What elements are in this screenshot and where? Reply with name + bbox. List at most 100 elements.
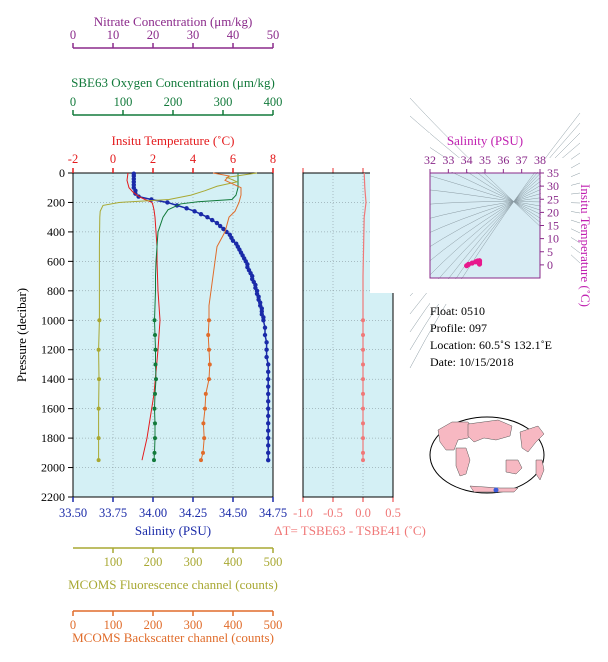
ts-data-point [475, 258, 481, 264]
salinity-data-point [192, 209, 197, 214]
map-landmass [519, 425, 545, 453]
salinity-tick-label: 34.50 [219, 506, 247, 520]
nitrate-tick-label: 40 [227, 28, 240, 42]
ts-x-tick-label: 36 [497, 153, 509, 167]
ts-x-axis-label: Salinity (PSU) [447, 133, 523, 148]
backscatter-data-point [207, 347, 211, 352]
salinity-data-point [264, 354, 269, 360]
salinity-tick-label: 33.75 [99, 506, 127, 520]
salinity-data-point [205, 214, 210, 220]
backscatter-tick-label: 300 [184, 618, 203, 632]
backscatter-data-point [202, 436, 207, 441]
delta-plot-frame [302, 172, 394, 498]
salinity-data-point [266, 421, 271, 426]
main-plot-frame [72, 172, 274, 498]
fluorescence-tick-label: 100 [104, 555, 123, 569]
salinity-data-point [266, 435, 271, 441]
delta-data-point [361, 333, 365, 337]
ts-y-tick-label: 15 [547, 219, 559, 233]
temperature-tick-label: 6 [230, 152, 236, 166]
oxygen-data-point [153, 347, 158, 352]
nitrate-tick-label: 30 [187, 28, 200, 42]
fluorescence-data-point [96, 406, 101, 411]
map-landmass [535, 459, 545, 481]
ts-contour [409, 112, 581, 369]
ts-y-tick-label: 5 [547, 245, 553, 259]
fluorescence-data-point [96, 458, 101, 463]
oxygen-data-point [152, 458, 156, 463]
ts-y-tick-label: 10 [547, 232, 559, 246]
pressure-tick-label: 200 [47, 195, 65, 209]
pressure-tick-label: 2000 [41, 461, 65, 475]
pressure-tick-label: 600 [47, 254, 65, 268]
ts-mask-left [370, 133, 430, 293]
salinity-tick-label: 33.50 [59, 506, 87, 520]
ts-contour [409, 122, 581, 351]
salinity-data-point [264, 340, 269, 345]
delta-data-point [361, 362, 365, 367]
oxygen-data-point [153, 333, 157, 337]
oxygen-data-point [154, 377, 158, 382]
pressure-tick-label: 1400 [41, 372, 65, 386]
salinity-data-point [262, 325, 268, 330]
date: Date: 10/15/2018 [430, 355, 514, 369]
ts-x-tick-label: 34 [461, 153, 473, 167]
fluorescence-tick-label: 400 [224, 555, 243, 569]
backscatter-data-point [203, 391, 208, 396]
delta-data-point [361, 436, 365, 441]
salinity-data-point [266, 391, 271, 397]
salinity-data-point [210, 217, 215, 223]
salinity-data-point [214, 220, 220, 226]
salinity-data-point [266, 457, 271, 463]
delta-data-point [361, 458, 365, 463]
temperature-tick-label: 0 [110, 152, 116, 166]
location: Location: 60.5˚S 132.1˚E [430, 338, 552, 352]
salinity-data-point [262, 332, 268, 338]
fluorescence-data-point [96, 347, 101, 352]
ts-x-tick-label: 38 [534, 153, 546, 167]
backscatter-tick-label: 0 [70, 618, 76, 632]
ts-x-tick-label: 37 [516, 153, 528, 167]
temperature-tick-label: 8 [270, 152, 276, 166]
fluorescence-data-point [97, 318, 102, 323]
ts-y-tick-label: 30 [547, 179, 559, 193]
backscatter-data-point [207, 377, 211, 382]
backscatter-data-point [207, 362, 212, 367]
salinity-data-point [230, 238, 236, 243]
map-landmass [505, 459, 523, 475]
nitrate-tick-label: 50 [267, 28, 280, 42]
backscatter-data-point [201, 450, 205, 455]
nitrate-tick-label: 0 [70, 28, 76, 42]
temperature-tick-label: 4 [190, 152, 197, 166]
ts-y-axis-label: Insitu Temperature (˚C) [578, 184, 593, 307]
delta-data-point [361, 450, 365, 455]
oxygen-tick-label: 100 [114, 95, 133, 109]
pressure-tick-label: 1200 [41, 343, 65, 357]
salinity-data-point [266, 450, 271, 456]
delta-axis-label: ΔT= TSBE63 - TSBE41 (˚C) [274, 523, 426, 538]
oxygen-data-point [153, 391, 157, 396]
salinity-tick-label: 34.25 [179, 506, 207, 520]
salinity-tick-label: 34.75 [259, 506, 287, 520]
fluorescence-tick-label: 300 [184, 555, 203, 569]
delta-tick-label: 0.5 [385, 506, 401, 520]
ts-x-tick-label: 35 [479, 153, 491, 167]
pressure-tick-label: 800 [47, 284, 65, 298]
world-map [429, 416, 545, 494]
oxygen-data-point [152, 406, 157, 411]
main-plot-area [73, 173, 273, 497]
fluorescence-tick-label: 200 [144, 555, 163, 569]
pressure-tick-label: 1000 [41, 313, 65, 327]
map-landmass [437, 421, 475, 451]
backscatter-data-point [206, 333, 211, 337]
ts-y-tick-label: 25 [547, 192, 559, 206]
ts-x-tick-label: 33 [442, 153, 454, 167]
salinity-data-point [198, 212, 204, 217]
oxygen-data-point [153, 421, 157, 426]
oxygen-data-point [153, 362, 158, 367]
oxygen-tick-label: 0 [70, 95, 76, 109]
salinity-data-point [266, 376, 271, 382]
nitrate-axis-label: Nitrate Concentration (μm/kg) [94, 14, 253, 29]
delta-data-point [361, 421, 365, 426]
